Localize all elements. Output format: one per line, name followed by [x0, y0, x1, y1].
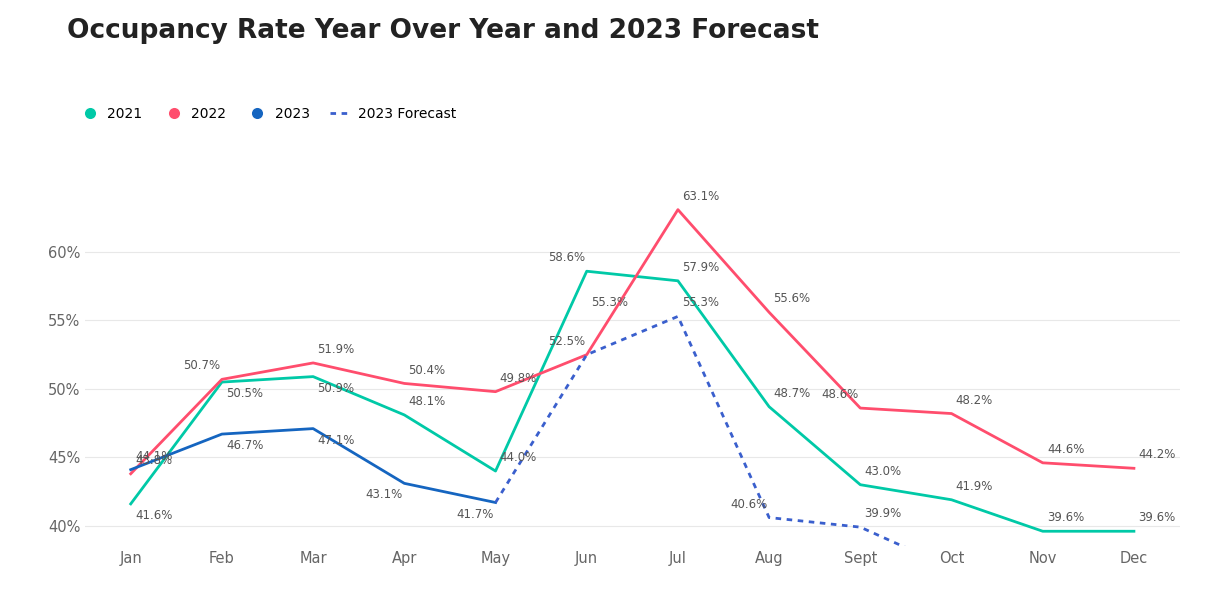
Text: 52.5%: 52.5%	[548, 335, 585, 348]
Text: 55.6%: 55.6%	[773, 293, 810, 305]
Text: 41.7%: 41.7%	[457, 507, 494, 521]
Text: 44.6%: 44.6%	[1047, 443, 1085, 456]
Text: 39.9%: 39.9%	[865, 507, 902, 520]
Text: 44.1%: 44.1%	[135, 450, 173, 463]
Text: 40.6%: 40.6%	[731, 498, 767, 510]
Text: 43.8%: 43.8%	[135, 454, 171, 467]
Text: 41.9%: 41.9%	[956, 480, 993, 493]
Text: 48.7%: 48.7%	[773, 387, 811, 400]
Text: 43.1%: 43.1%	[366, 489, 402, 501]
Text: 57.9%: 57.9%	[682, 261, 720, 274]
Text: 55.3%: 55.3%	[591, 296, 627, 310]
Text: 41.6%: 41.6%	[135, 509, 173, 522]
Text: 48.2%: 48.2%	[956, 393, 993, 407]
Text: 48.6%: 48.6%	[822, 388, 858, 401]
Text: 55.3%: 55.3%	[682, 296, 719, 310]
Text: 50.9%: 50.9%	[317, 382, 354, 395]
Text: 50.5%: 50.5%	[226, 387, 263, 400]
Text: 48.1%: 48.1%	[409, 395, 446, 408]
Text: 44.2%: 44.2%	[1138, 449, 1176, 461]
Text: 39.6%: 39.6%	[1047, 511, 1085, 524]
Text: 46.7%: 46.7%	[226, 439, 264, 452]
Text: 58.6%: 58.6%	[548, 251, 585, 264]
Text: Occupancy Rate Year Over Year and 2023 Forecast: Occupancy Rate Year Over Year and 2023 F…	[67, 18, 818, 44]
Text: 50.4%: 50.4%	[409, 364, 445, 376]
Legend: 2021, 2022, 2023, 2023 Forecast: 2021, 2022, 2023, 2023 Forecast	[74, 101, 462, 126]
Text: 43.0%: 43.0%	[865, 465, 901, 478]
Text: 51.9%: 51.9%	[317, 343, 355, 356]
Text: 44.0%: 44.0%	[500, 451, 537, 464]
Text: 39.6%: 39.6%	[1138, 511, 1176, 524]
Text: 49.8%: 49.8%	[500, 371, 537, 385]
Text: 47.1%: 47.1%	[317, 433, 355, 447]
Text: 50.7%: 50.7%	[184, 359, 220, 373]
Text: 63.1%: 63.1%	[682, 190, 720, 203]
